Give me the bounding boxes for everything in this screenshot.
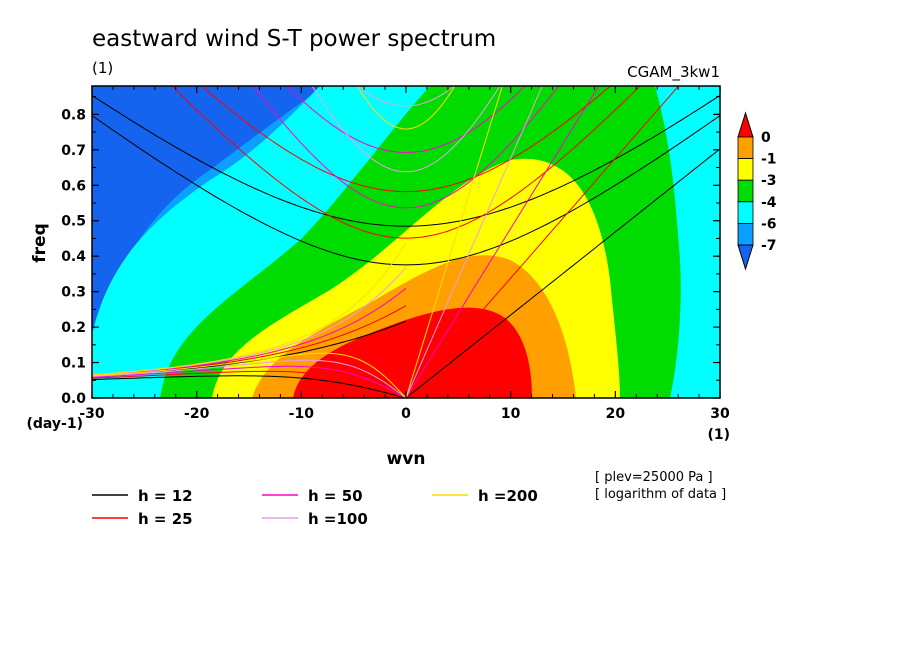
kelvin-curve	[405, 86, 503, 398]
y-tick-label: 0.3	[61, 285, 86, 301]
er1-curve	[92, 359, 407, 398]
y-tick-label: 0.1	[61, 356, 86, 372]
colorbar: 0 -1 -3 -4 -6 -7	[737, 111, 777, 271]
y-unit-label: (day-1)	[26, 416, 83, 432]
legend-label: h = 50	[308, 487, 363, 505]
colorbar-label: -7	[761, 238, 777, 254]
chart-title: eastward wind S-T power spectrum	[92, 26, 496, 52]
y-tick-label: 0.5	[61, 214, 86, 230]
dispersion-curves	[92, 86, 720, 398]
colorbar-label: -3	[761, 173, 777, 189]
y-tick-label: 0.6	[61, 178, 86, 194]
colorbar-segment	[737, 136, 754, 160]
chart-subtitle-left: (1)	[92, 59, 113, 77]
colorbar-label: -6	[761, 216, 777, 232]
legend: h = 12 h = 25 h = 50 h =100 h =200	[92, 487, 538, 528]
colorbar-label: 0	[761, 130, 771, 146]
legend-label: h = 25	[138, 510, 193, 528]
ig2-curve	[200, 86, 612, 193]
x-axis-label: wvn	[387, 449, 426, 469]
legend-label: h =200	[478, 487, 538, 505]
er1-curve	[92, 375, 407, 398]
x-tick-label: -20	[184, 406, 210, 422]
colorbar-bottom-arrow	[737, 244, 754, 271]
legend-label: h = 12	[138, 487, 193, 505]
x-tick-label: 30	[710, 406, 730, 422]
x-tick-label: -30	[79, 406, 105, 422]
chart-subtitle-right: CGAM_3kw1	[627, 63, 720, 82]
ig1-curve	[311, 86, 501, 173]
note-log: [ logarithm of data ]	[595, 487, 726, 502]
kelvin-curve	[405, 148, 720, 398]
colorbar-label: -1	[761, 152, 777, 168]
colorbar-segment	[737, 222, 754, 246]
colorbar-segment	[737, 201, 754, 224]
y-tick-label: 0.8	[61, 107, 86, 123]
note-plev: [ plev=25000 Pa ]	[595, 470, 713, 485]
er1-curve	[92, 365, 407, 398]
y-axis-label: freq	[30, 223, 50, 262]
x-tick-label: 20	[606, 406, 626, 422]
x-tick-label: -10	[289, 406, 315, 422]
legend-label: h =100	[308, 510, 368, 528]
plot-area	[92, 86, 720, 398]
er1-curve	[92, 370, 407, 398]
ig2-curve	[286, 86, 526, 154]
x-tick-label: 10	[501, 406, 521, 422]
colorbar-top-arrow	[737, 111, 754, 138]
colorbar-label: -4	[761, 195, 777, 211]
ig1-curve	[92, 115, 720, 266]
y-axis: 0.0 0.1 0.2 0.3 0.4 0.5 0.6 0.7 0.8	[61, 96, 720, 407]
ig1-curve	[356, 86, 456, 130]
ig1-curve	[252, 86, 560, 209]
y-tick-label: 0.2	[61, 320, 86, 336]
x-tick-label: 0	[401, 406, 411, 422]
ig2-curve	[357, 86, 455, 107]
y-tick-label: 0.0	[61, 391, 86, 407]
x-axis: -30 -20 -10 0 10 20 30	[79, 86, 730, 422]
x-unit-label: (1)	[707, 427, 730, 443]
colorbar-segment	[737, 179, 754, 203]
colorbar-segment	[737, 158, 754, 181]
y-tick-label: 0.4	[61, 249, 86, 265]
kelvin-curve	[405, 86, 680, 398]
ig1-curve	[171, 86, 641, 239]
mrg-curve	[92, 242, 407, 376]
kelvin-curve	[405, 86, 600, 398]
region-above-0	[293, 307, 532, 398]
er1-curve	[92, 352, 407, 398]
y-tick-label: 0.7	[61, 143, 86, 159]
kelvin-curve	[405, 86, 543, 398]
